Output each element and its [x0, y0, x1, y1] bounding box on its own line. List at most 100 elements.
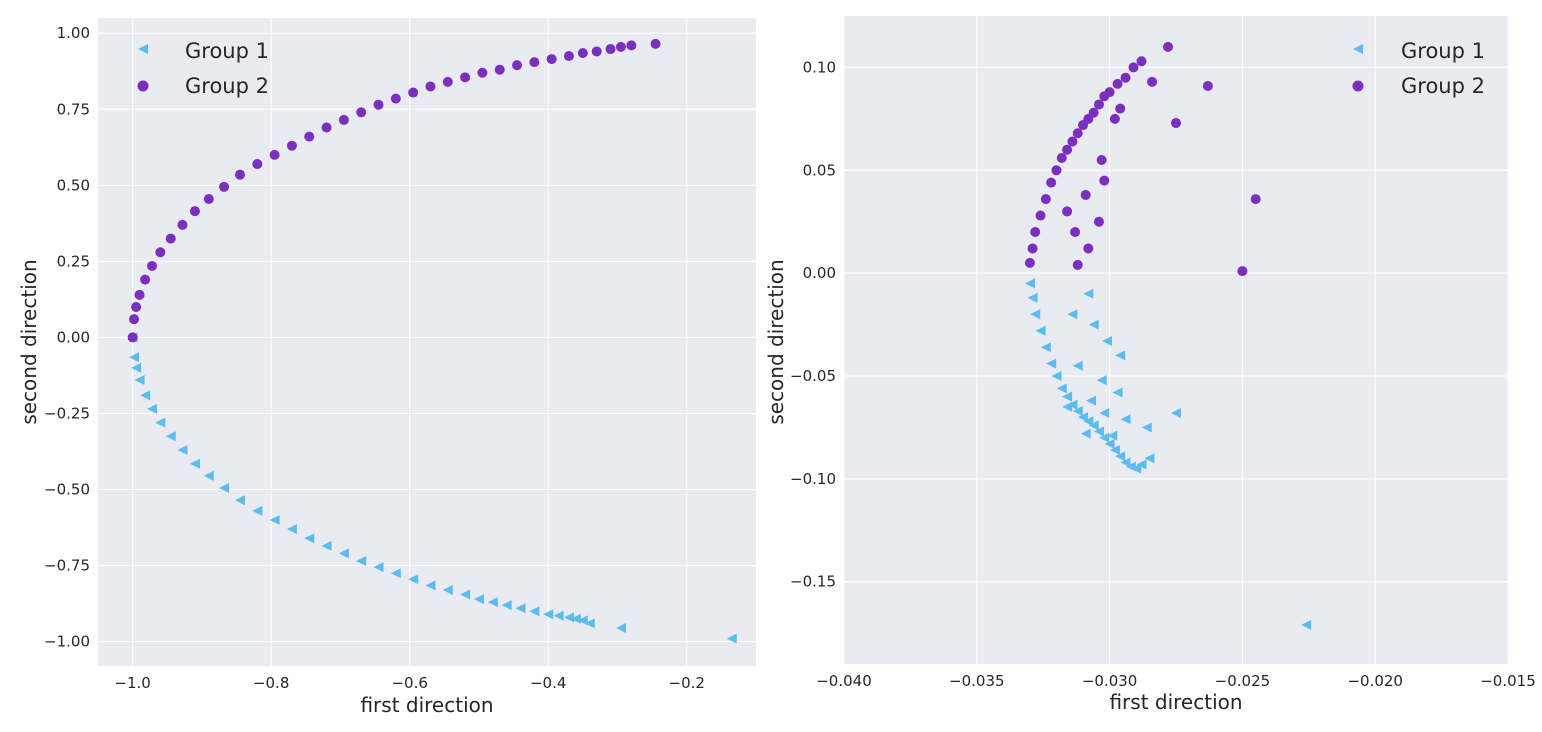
point-group-2: [269, 149, 280, 160]
point-group-1: [1131, 463, 1142, 474]
chart-left: −1.0 −0.8 −0.6 −0.4 −0.2 1.00 0.75 0.50 0.25 0.0…: [17, 18, 756, 717]
point-group-2: [1115, 103, 1126, 114]
point-group-1: [1136, 459, 1147, 470]
point-group-2: [203, 194, 214, 205]
y-tick-labels-right: 0.10 0.05 0.00 −0.05 −0.10 −0.15: [790, 58, 836, 590]
point-group-1: [1099, 432, 1110, 443]
point-group-2: [442, 76, 453, 87]
grid-right: [843, 16, 1509, 664]
point-group-2: [1104, 87, 1115, 98]
point-group-1: [408, 574, 419, 585]
y-tick-label: −0.50: [44, 481, 90, 499]
point-group-2: [512, 60, 523, 71]
x-tick-label: −0.6: [391, 674, 427, 692]
point-group-2: [1072, 259, 1083, 270]
point-group-1: [1035, 325, 1046, 336]
point-group-2: [140, 274, 151, 285]
y-tick-label: 0.50: [57, 176, 90, 194]
point-group-1: [1171, 408, 1181, 419]
x-tick-label: −0.030: [1082, 672, 1138, 690]
point-group-1: [140, 390, 151, 401]
y-axis-label-left: second direction: [17, 259, 41, 424]
point-group-1: [529, 606, 540, 617]
point-group-1: [338, 548, 349, 559]
point-group-2: [165, 233, 176, 244]
y-axis-label-right: second direction: [764, 259, 788, 424]
point-group-1: [1141, 422, 1152, 433]
point-group-2: [1109, 113, 1120, 124]
point-group-1: [553, 610, 564, 621]
y-tick-label: 0.10: [803, 58, 836, 76]
point-group-1: [460, 589, 471, 600]
point-group-1: [1109, 445, 1120, 456]
point-group-2: [1250, 194, 1261, 205]
legend-label-group-2: Group 2: [185, 74, 269, 98]
x-axis-label-right: first direction: [1109, 690, 1242, 714]
y-tick-label: −0.25: [44, 404, 90, 422]
point-group-2: [219, 181, 230, 192]
legend-right: Group 1 Group 2: [1352, 39, 1485, 98]
y-tick-label: 0.25: [57, 252, 90, 270]
point-group-1: [1051, 371, 1062, 381]
point-group-1: [1104, 438, 1115, 449]
point-group-2: [134, 289, 145, 300]
y-tick-label: −1.00: [44, 633, 90, 651]
y-tick-label: −0.10: [790, 470, 836, 488]
y-tick-label: −0.75: [44, 557, 90, 575]
point-group-1: [1115, 451, 1126, 462]
point-group-1: [189, 458, 200, 469]
point-group-1: [373, 562, 384, 573]
point-group-2: [189, 206, 200, 217]
point-group-1: [203, 470, 214, 481]
point-group-2: [131, 302, 142, 313]
point-group-2: [127, 332, 138, 343]
point-group-1: [177, 445, 188, 455]
point-group-2: [390, 93, 401, 104]
point-group-2: [304, 131, 315, 142]
point-group-1: [726, 633, 737, 644]
legend-marker-group-1: [138, 44, 148, 54]
point-group-1: [1046, 358, 1057, 369]
point-group-1: [1112, 387, 1123, 398]
point-group-1: [1027, 292, 1038, 303]
scatter-points-left: [127, 38, 737, 644]
legend-label-group-2: Group 2: [1401, 74, 1485, 98]
point-group-2: [234, 169, 245, 180]
x-tick-label: −0.040: [816, 672, 872, 690]
point-group-1: [131, 362, 142, 373]
point-group-1: [304, 533, 315, 544]
point-group-2: [1112, 78, 1123, 89]
point-group-2: [460, 72, 471, 83]
point-group-2: [1040, 194, 1051, 205]
point-group-1: [321, 540, 332, 551]
point-group-1: [1062, 391, 1073, 402]
y-tick-label: 0.00: [803, 264, 836, 282]
x-tick-label: −0.035: [949, 672, 1005, 690]
point-group-1: [129, 352, 140, 363]
point-group-2: [1062, 144, 1073, 155]
point-group-1: [584, 618, 595, 629]
point-group-1: [1120, 457, 1131, 468]
legend-label-group-1: Group 1: [1401, 39, 1485, 63]
point-group-2: [529, 57, 540, 68]
x-tick-labels-left: −1.0 −0.8 −0.6 −0.4 −0.2: [114, 674, 705, 692]
y-tick-label: 0.75: [57, 100, 90, 118]
point-group-2: [615, 41, 626, 52]
point-group-1: [501, 600, 512, 611]
point-group-2: [650, 38, 661, 49]
point-group-2: [591, 46, 602, 57]
point-group-2: [577, 47, 588, 58]
point-group-2: [494, 64, 505, 75]
point-group-2: [321, 122, 332, 133]
point-group-2: [1027, 243, 1038, 254]
point-group-2: [546, 54, 557, 65]
y-tick-label: 0.05: [803, 161, 836, 179]
point-group-2: [1030, 227, 1041, 237]
point-group-2: [147, 260, 158, 271]
point-group-2: [1128, 62, 1139, 73]
point-group-2: [626, 40, 637, 51]
point-group-2: [1237, 266, 1248, 277]
point-group-2: [1035, 210, 1046, 221]
point-group-1: [252, 505, 263, 516]
point-group-1: [1099, 408, 1110, 419]
